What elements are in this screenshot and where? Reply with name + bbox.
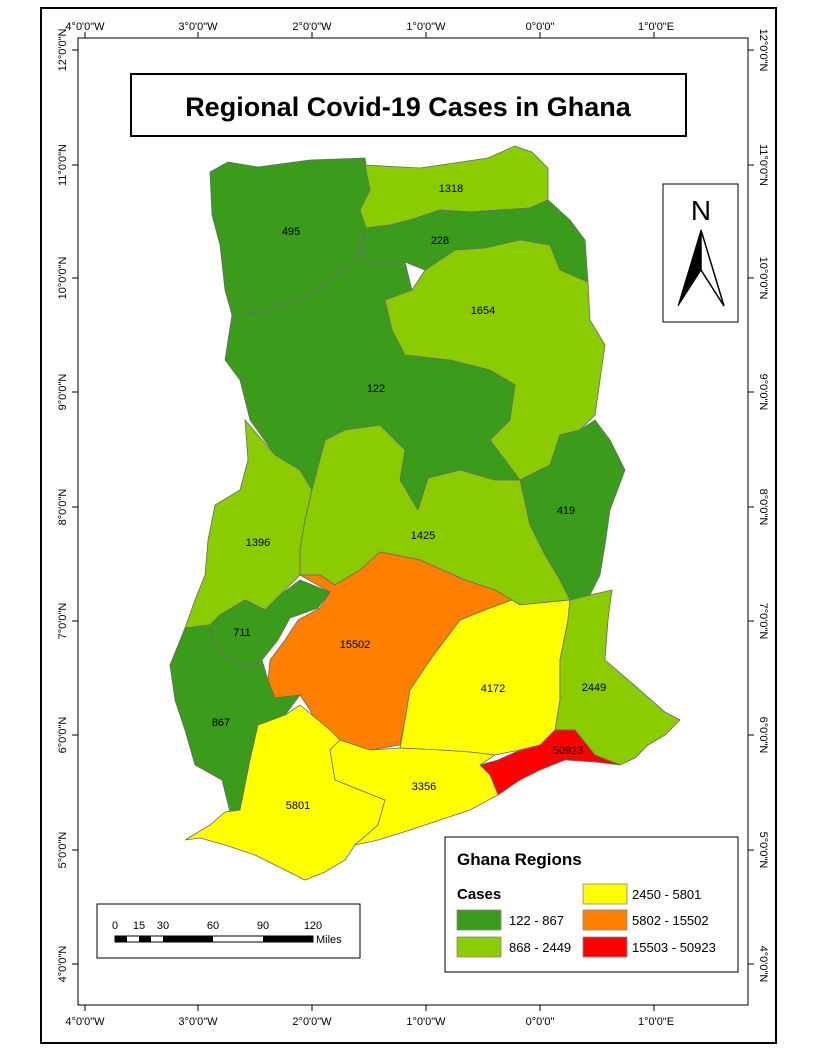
lat-label-right: 11°0'0"N: [757, 144, 769, 186]
scale-tick-label: 120: [304, 920, 322, 932]
lat-label-right: 10°0'0"N: [757, 257, 769, 300]
regions-layer: [169, 145, 681, 881]
scale-tick-label: 15: [133, 920, 145, 932]
lat-label-left: 7°0'0"N: [57, 603, 69, 640]
scale-tick-label: 90: [257, 920, 269, 932]
legend-swatch: [582, 936, 628, 958]
legend-swatch: [582, 883, 628, 905]
legend-subtitle: Cases: [457, 886, 501, 903]
lat-label-left: 11°0'0"N: [57, 144, 69, 186]
lat-label-right: 6°0'0"N: [757, 717, 769, 754]
outer-frame: [40, 7, 777, 1044]
scale-tick-label: 30: [157, 920, 169, 932]
region-volta[interactable]: [554, 589, 681, 766]
map-title: Regional Covid-19 Cases in Ghana: [185, 92, 632, 122]
region-labels: 495 1318 228 1654 122 419 1396 1425 711 …: [212, 183, 606, 812]
north-arrow: N: [662, 183, 739, 323]
region-label-bono-east: 1425: [411, 530, 435, 542]
lon-label-bottom: 1°0'0"W: [406, 1016, 446, 1028]
north-arrow-outline-icon: [700, 229, 725, 307]
legend-swatch: [582, 909, 628, 931]
legend-item-label: 2450 - 5801: [632, 887, 701, 902]
region-label-ashanti: 15502: [340, 639, 371, 651]
region-label-greater-accra: 50923: [553, 745, 584, 757]
region-label-bono: 1396: [246, 537, 270, 549]
lat-label-left: 4°0'0"N: [57, 946, 69, 983]
lon-label-bottom: 2°0'0"W: [292, 1016, 332, 1028]
legend-item-label: 5802 - 15502: [632, 913, 709, 928]
region-label-upper-east: 1318: [439, 183, 463, 195]
region-label-north-east: 228: [431, 235, 449, 247]
region-label-ahafo: 711: [233, 627, 251, 639]
legend: Ghana Regions Cases 122 - 867 868 - 2449…: [444, 836, 739, 973]
lon-label-top: 1°0'0"E: [638, 21, 674, 33]
region-label-oti: 419: [557, 505, 575, 517]
region-label-western: 5801: [286, 800, 310, 812]
scale-segment: [163, 936, 213, 942]
region-label-eastern: 4172: [481, 683, 505, 695]
lon-label-bottom: 3°0'0"W: [178, 1016, 218, 1028]
lon-label-top: 1°0'0"W: [406, 21, 446, 33]
legend-item-label: 122 - 867: [509, 913, 564, 928]
lat-label-right: 4°0'0"N: [757, 946, 769, 983]
lon-label-top: 4°0'0"W: [65, 21, 105, 33]
graticule-ticks: [72, 32, 754, 1011]
region-label-upper-west: 495: [282, 226, 300, 238]
region-label-western-north: 867: [212, 717, 230, 729]
scale-bar-box: [96, 903, 361, 959]
scale-segment: [115, 936, 127, 942]
lat-label-right: 8°0'0"N: [757, 489, 769, 526]
scale-unit: Miles: [316, 934, 342, 946]
region-label-savannah: 122: [367, 383, 385, 395]
lon-label-bottom: 4°0'0"W: [65, 1016, 105, 1028]
lon-label-top: 2°0'0"W: [292, 21, 332, 33]
scale-segment: [263, 936, 313, 942]
lon-label-top: 3°0'0"W: [178, 21, 218, 33]
legend-title: Ghana Regions: [457, 850, 582, 869]
lat-label-right: 9°0'0"N: [757, 374, 769, 411]
lat-label-right: 7°0'0"N: [757, 603, 769, 640]
map-frame: [77, 37, 749, 1006]
scale-bar: 0 15 30 60 90 120 Miles: [96, 903, 361, 959]
lat-label-left: 6°0'0"N: [57, 717, 69, 754]
region-label-central: 3356: [412, 781, 436, 793]
lat-label-left: 12°0'0"N: [57, 29, 69, 72]
region-greater-accra[interactable]: [479, 729, 621, 796]
scale-tick-label: 0: [112, 920, 118, 932]
lon-label-bottom: 0°0'0": [526, 1016, 555, 1028]
lat-label-left: 8°0'0"N: [57, 489, 69, 526]
title-box: [130, 73, 687, 137]
scale-tick-label: 60: [207, 920, 219, 932]
lat-label-left: 9°0'0"N: [57, 374, 69, 411]
lat-label-left: 10°0'0"N: [57, 257, 69, 300]
region-central[interactable]: [329, 739, 499, 846]
legend-item-label: 15503 - 50923: [632, 940, 716, 955]
legend-swatch: [456, 909, 502, 931]
scale-segment: [139, 936, 151, 942]
lon-label-top: 0°0'0": [526, 21, 555, 33]
north-arrow-label: N: [691, 195, 711, 226]
lat-label-right: 12°0'0"N: [757, 29, 769, 72]
lon-label-bottom: 1°0'0"E: [638, 1016, 674, 1028]
lat-label-right: 5°0'0"N: [757, 832, 769, 869]
region-label-volta: 2449: [582, 682, 606, 694]
legend-swatch: [456, 936, 502, 958]
legend-item-label: 868 - 2449: [509, 940, 571, 955]
lat-label-left: 5°0'0"N: [57, 832, 69, 869]
region-label-northern: 1654: [471, 305, 495, 317]
